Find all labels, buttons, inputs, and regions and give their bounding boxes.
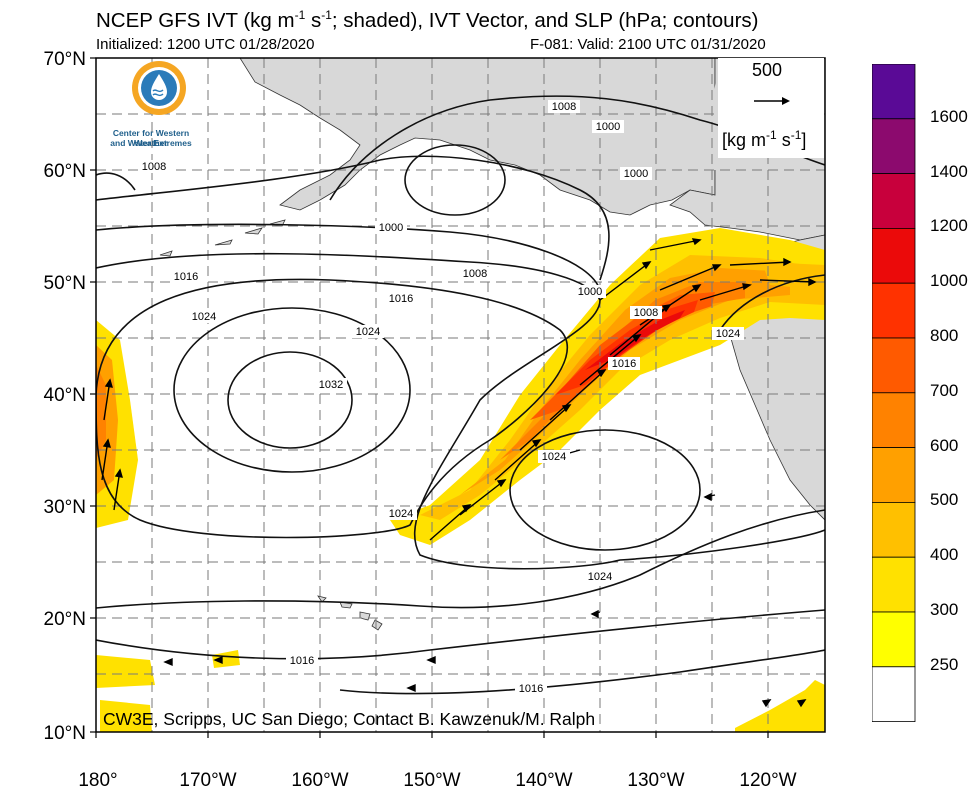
slp-label: 1016 bbox=[389, 293, 413, 305]
colorbar-label: 400 bbox=[930, 545, 959, 565]
slp-label: 1024 bbox=[542, 451, 566, 463]
colorbar-swatch bbox=[872, 666, 916, 722]
water-drop-icon bbox=[132, 61, 186, 115]
colorbar-swatch bbox=[872, 392, 916, 448]
slp-label: 1000 bbox=[596, 121, 620, 133]
slp-label: 1032 bbox=[319, 379, 343, 391]
lon-label: 160°W bbox=[291, 770, 348, 791]
lon-label: 150°W bbox=[403, 770, 460, 791]
aleutian-islands bbox=[159, 219, 286, 257]
colorbar-label: 500 bbox=[930, 490, 959, 510]
logo-text-line1: Center for Western Weather bbox=[112, 128, 190, 148]
vector-reference-value: 500 bbox=[752, 60, 783, 80]
lon-label: 140°W bbox=[515, 770, 572, 791]
lat-label: 70°N bbox=[44, 49, 86, 70]
colorbar-swatch bbox=[872, 64, 916, 120]
lat-label: 10°N bbox=[44, 723, 86, 744]
slp-label: 1008 bbox=[463, 268, 487, 280]
ivt-western-plume bbox=[96, 320, 138, 528]
slp-label: 1008 bbox=[142, 161, 166, 173]
colorbar-swatch bbox=[872, 282, 916, 339]
colorbar-label: 800 bbox=[930, 326, 959, 345]
lat-label: 40°N bbox=[44, 385, 86, 406]
lon-label: 130°W bbox=[627, 770, 684, 791]
slp-label: 1024 bbox=[389, 508, 413, 520]
lat-label: 60°N bbox=[44, 161, 86, 182]
ivt-tropical-patches bbox=[96, 262, 825, 732]
reference-arrow-icon bbox=[754, 97, 790, 105]
axis-ticks bbox=[90, 57, 769, 738]
slp-label: 1024 bbox=[716, 328, 740, 340]
slp-label: 1024 bbox=[192, 311, 216, 323]
cw3e-logo: Center for Western Weather and Water Ext… bbox=[96, 58, 206, 150]
colorbar-swatch bbox=[872, 118, 916, 174]
slp-label: 1000 bbox=[578, 286, 602, 298]
slp-label: 1016 bbox=[612, 358, 636, 370]
colorbar-label: 300 bbox=[930, 600, 959, 619]
lon-label: 120°W bbox=[739, 770, 796, 791]
slp-label: 1008 bbox=[634, 307, 658, 319]
slp-label: 1016 bbox=[290, 655, 314, 667]
slp-label: 1024 bbox=[588, 571, 612, 583]
valid-time: F-081: Valid: 2100 UTC 01/31/2020 bbox=[530, 36, 766, 53]
colorbar-swatch bbox=[872, 173, 916, 229]
lon-label: 180° bbox=[78, 770, 117, 791]
colorbar-label: 700 bbox=[930, 380, 959, 400]
map-frame bbox=[95, 57, 826, 733]
slp-label: 1008 bbox=[552, 101, 576, 113]
initialized-time: Initialized: 1200 UTC 01/28/2020 bbox=[96, 36, 315, 53]
colorbar-label: 1000 bbox=[930, 271, 968, 291]
latitude-labels: 70°N 60°N 50°N 40°N 30°N 20°N 10°N bbox=[44, 49, 86, 744]
slp-label: 1016 bbox=[174, 271, 198, 283]
ivt-vectors bbox=[101, 238, 817, 708]
plot-title: NCEP GFS IVT (kg m-1 s-1; shaded), IVT V… bbox=[96, 8, 759, 32]
colorbar-label: 600 bbox=[930, 435, 959, 455]
longitude-labels: 180° 170°W 160°W 150°W 140°W 130°W 120°W bbox=[78, 770, 796, 791]
slp-label: 1024 bbox=[356, 326, 380, 338]
lat-label: 20°N bbox=[44, 609, 86, 630]
colorbar-swatch bbox=[872, 337, 916, 394]
lat-label: 30°N bbox=[44, 497, 86, 518]
colorbar-swatch bbox=[872, 227, 916, 284]
ivt-atmospheric-river bbox=[390, 228, 825, 545]
credit-text: CW3E, Scripps, UC San Diego; Contact B. … bbox=[103, 709, 596, 729]
vector-reference-box bbox=[718, 58, 824, 158]
logo-text-line2: and Water Extremes bbox=[110, 138, 192, 148]
lon-label: 170°W bbox=[179, 770, 236, 791]
lat-label: 50°N bbox=[44, 273, 86, 294]
colorbar-swatch bbox=[872, 447, 916, 503]
colorbar-swatch bbox=[872, 611, 916, 668]
slp-label: 1016 bbox=[519, 683, 543, 695]
gridlines bbox=[96, 58, 825, 732]
colorbar-label: 1400 bbox=[930, 161, 968, 181]
colorbar-label: 1600 bbox=[930, 106, 968, 126]
slp-label: 1000 bbox=[624, 168, 648, 180]
colorbar-label: 1200 bbox=[930, 216, 968, 236]
vector-reference-unit: [kg m-1 s-1] bbox=[722, 128, 807, 150]
colorbar-label: 250 bbox=[930, 654, 959, 674]
colorbar-swatch bbox=[872, 501, 916, 558]
slp-label: 1000 bbox=[379, 222, 403, 234]
colorbar-swatch bbox=[872, 556, 916, 613]
slp-contour-labels: 1008 1000 1000 1008 1000 1008 1016 1016 … bbox=[138, 100, 744, 695]
colorbar bbox=[872, 64, 916, 722]
